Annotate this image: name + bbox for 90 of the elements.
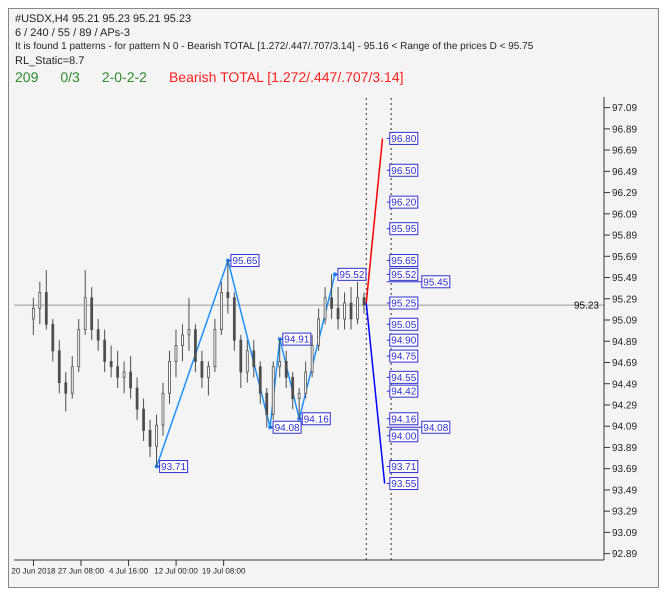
- candlestick: [343, 292, 346, 330]
- annotation: 95.25: [391, 298, 417, 310]
- candlestick: [252, 340, 256, 378]
- candlestick: [324, 286, 326, 325]
- annotation: 95.65: [391, 256, 417, 268]
- candlestick: [291, 372, 294, 410]
- y-tick-label: 97.09: [612, 103, 638, 114]
- annotation: 94.16: [304, 414, 330, 426]
- y-tick-label: 94.89: [612, 336, 638, 348]
- candlestick: [330, 274, 333, 320]
- annotation: 95.52: [339, 270, 365, 281]
- candlestick: [96, 318, 100, 352]
- candlestick: [226, 260, 230, 314]
- annotation: 93.55: [391, 479, 417, 490]
- annotation: 95.45: [423, 277, 449, 288]
- candlestick: [200, 350, 204, 388]
- annotation: 94.75: [391, 352, 417, 363]
- y-tick-label: 94.29: [612, 400, 638, 412]
- y-tick-label: 94.69: [612, 358, 638, 370]
- ref-line-label: 95.23: [574, 300, 600, 312]
- annotation: 94.16: [391, 414, 417, 426]
- annotation: 96.20: [391, 198, 417, 209]
- y-tick-label: 96.09: [612, 209, 638, 220]
- y-tick-label: 95.89: [612, 230, 638, 242]
- candlestick: [38, 281, 42, 325]
- y-tick-label: 93.29: [612, 506, 638, 518]
- chart-title: #USDX,H4 95.21 95.23 95.21 95.23: [15, 12, 192, 26]
- annotation: 94.90: [391, 336, 417, 347]
- text: Bearish TOTAL [1.272/.447/.707/3.14]: [168, 69, 404, 85]
- text: RL_Static=8.7: [15, 54, 86, 68]
- candlestick: [304, 360, 308, 400]
- candlestick: [136, 376, 138, 420]
- annotation: 93.71: [391, 462, 417, 474]
- annotation: 94.42: [391, 386, 417, 398]
- x-tick-label: 20 Jun 2018: [11, 566, 56, 576]
- annotation: 95.52: [391, 270, 417, 281]
- y-tick-label: 95.49: [612, 273, 638, 284]
- x-tick-label: 12 Jul 00:00: [154, 566, 198, 576]
- annotation: 96.80: [391, 134, 417, 145]
- annotation: 95.05: [391, 320, 417, 331]
- candlestick: [174, 329, 178, 378]
- candlestick: [246, 340, 249, 384]
- candlestick: [110, 344, 113, 378]
- annotation: 94.08: [274, 422, 300, 434]
- y-tick-label: 92.89: [612, 549, 638, 560]
- text: It is found 1 patterns - for pattern N 0 - Bearish TOTAL [1.272/.447/.707/3.14] - 95.16 < Range of the prices D < 95.75: [15, 40, 534, 54]
- candlestick: [32, 297, 35, 336]
- candlestick: [336, 286, 340, 330]
- annotation: 96.50: [391, 166, 417, 177]
- annotation: 94.00: [391, 431, 417, 442]
- candlestick: [265, 387, 268, 428]
- annotation: 94.55: [391, 372, 417, 384]
- annotation: 95.65: [232, 256, 258, 268]
- y-tick-label: 95.69: [612, 252, 638, 263]
- candlestick: [350, 286, 352, 330]
- text: 0/3: [60, 69, 80, 85]
- y-tick-label: 96.69: [612, 146, 638, 157]
- text: 209: [15, 69, 38, 85]
- candlestick: [142, 398, 145, 442]
- y-tick-label: 94.09: [612, 422, 638, 433]
- candlestick: [122, 360, 126, 394]
- y-tick-label: 95.09: [612, 316, 638, 327]
- candlestick: [298, 387, 301, 420]
- x-tick-label: 19 Jul 08:00: [202, 566, 246, 576]
- annotation: 94.91: [284, 334, 310, 346]
- x-tick-label: 4 Jul 16:00: [108, 566, 149, 576]
- annotation: 95.95: [391, 224, 417, 236]
- y-tick-label: 93.49: [612, 485, 638, 496]
- y-tick-label: 96.29: [612, 188, 638, 200]
- candlestick: [181, 324, 184, 362]
- x-tick-label: 27 Jun 08:00: [58, 566, 105, 576]
- candlestick: [129, 356, 132, 400]
- annotation: 94.08: [423, 422, 449, 434]
- candlestick: [362, 292, 366, 314]
- y-tick-label: 93.89: [612, 442, 638, 454]
- y-tick-label: 93.69: [612, 464, 638, 476]
- candlestick: [278, 338, 282, 378]
- candlestick: [188, 297, 190, 352]
- y-tick-label: 94.49: [612, 379, 638, 390]
- y-tick-label: 95.29: [612, 294, 638, 306]
- y-tick-label: 93.09: [612, 528, 638, 539]
- candlestick: [284, 350, 288, 388]
- text: 2-0-2-2: [102, 69, 147, 85]
- text: 6 / 240 / 55 / 89 / APs-3: [15, 26, 131, 40]
- candlestick: [207, 360, 210, 396]
- annotation: 93.71: [161, 462, 187, 474]
- candlestick: [148, 419, 152, 458]
- y-tick-label: 96.49: [612, 166, 638, 178]
- y-tick-label: 96.89: [612, 124, 638, 136]
- candlestick: [103, 329, 106, 373]
